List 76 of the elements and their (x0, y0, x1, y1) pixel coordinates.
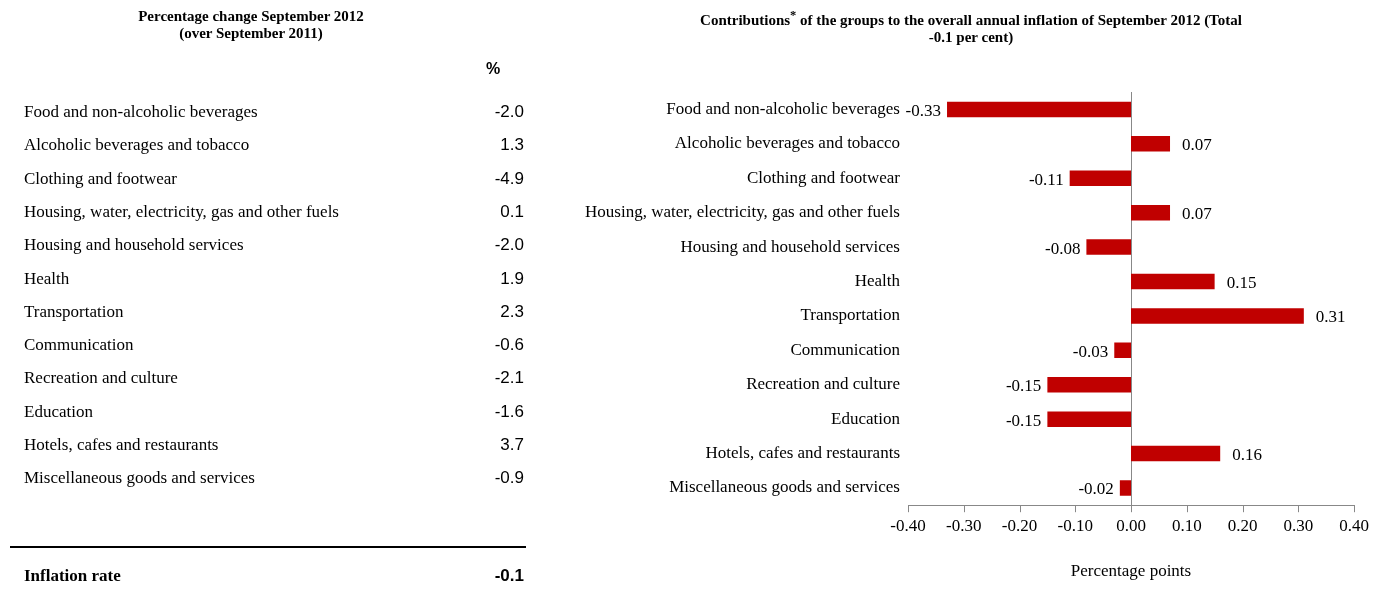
text: -2.1 (494, 368, 524, 388)
bar (1047, 411, 1131, 427)
bar (1131, 445, 1221, 462)
y-tick-label: Alcoholic beverages and tobacco (674, 133, 900, 153)
text: -0.9 (494, 468, 524, 488)
bar (1114, 342, 1131, 359)
text: (over September 2011) (178, 25, 324, 42)
x-axis-title: Percentage points (1070, 561, 1192, 581)
y-tick-label: Housing, water, electricity, gas and other fuels (585, 202, 900, 222)
chart-title: Contributions$^{*}$ of the groups to the overall annual inflation of September 2012 (Total -0.1 per cent) (699, 8, 1243, 46)
text: -2.0 (494, 102, 524, 121)
y-tick-label: Clothing and footwear (747, 167, 901, 187)
data-label: -0.02 (1078, 479, 1114, 499)
text: -0.1 (494, 566, 524, 586)
y-tick-label: Recreation and culture (746, 374, 900, 394)
text: 1.3 (500, 135, 524, 155)
category-label: Alcoholic beverages and tobacco (24, 135, 250, 156)
y-tick-label: Housing and household services (680, 236, 900, 256)
y-tick-label: Food and non-alcoholic beverages (666, 98, 900, 118)
category-label: Housing, water, electricity, gas and other fuels (24, 201, 339, 222)
bar (947, 101, 1131, 118)
y-tick-label: Hotels, cafes and restaurants (705, 443, 900, 463)
data-label: -0.03 (1072, 341, 1109, 361)
category-label: Hotels, cafes and restaurants (24, 435, 219, 455)
bar (1069, 170, 1131, 186)
data-label: 0.07 (1182, 204, 1213, 224)
bar (1131, 308, 1304, 324)
text: 1.9 (500, 268, 524, 288)
x-tick-label: 0.40 (1339, 515, 1369, 535)
text: 3.7 (500, 435, 524, 454)
y-tick-label: Education (831, 408, 901, 428)
x-tick-label: -0.30 (946, 515, 982, 535)
category-label: Communication (24, 335, 134, 356)
category-label: Health (24, 268, 70, 289)
y-tick-label: Health (854, 270, 901, 290)
x-tick-label: -0.40 (890, 515, 926, 535)
category-label: Transportation (24, 301, 124, 322)
bar (1131, 136, 1171, 152)
text: Inflation rate (24, 566, 121, 586)
text: Percentage change September 2012 (137, 8, 365, 25)
text: -2.0 (494, 235, 524, 255)
bar (1119, 480, 1131, 496)
category-label: Miscellaneous goods and services (24, 468, 255, 489)
data-label: -0.08 (1044, 238, 1081, 258)
data-label: 0.16 (1232, 445, 1262, 465)
category-label: Food and non-alcoholic beverages (24, 102, 258, 122)
text: -4.9 (494, 168, 524, 188)
text: % (486, 60, 501, 78)
data-label: 0.31 (1315, 307, 1346, 327)
x-tick-label: 0.00 (1116, 515, 1146, 535)
text: 2.3 (500, 301, 524, 321)
category-label: Housing and household services (24, 235, 244, 256)
x-tick-label: -0.20 (1001, 515, 1038, 535)
data-label: 0.15 (1226, 272, 1257, 292)
text: -1.6 (494, 401, 524, 421)
category-label: Recreation and culture (24, 368, 178, 389)
data-label: 0.07 (1182, 135, 1213, 155)
data-label: -0.33 (905, 100, 942, 120)
bar (1131, 204, 1171, 221)
data-label: -0.15 (1005, 376, 1042, 396)
category-label: Clothing and footwear (24, 168, 177, 189)
x-tick-label: 0.30 (1283, 515, 1314, 535)
bar (1131, 273, 1215, 290)
data-label: -0.15 (1005, 410, 1042, 430)
data-label: -0.11 (1028, 169, 1064, 189)
text: 0.1 (500, 201, 524, 221)
bar (1047, 377, 1131, 393)
bar (1086, 239, 1131, 255)
y-tick-label: Transportation (800, 305, 901, 325)
x-tick-label: 0.20 (1227, 515, 1258, 535)
text: -0.6 (494, 335, 524, 355)
category-label: Education (24, 401, 93, 422)
y-tick-label: Communication (790, 339, 901, 359)
y-tick-label: Miscellaneous goods and services (669, 477, 900, 497)
x-tick-label: -0.10 (1057, 515, 1093, 535)
x-tick-label: 0.10 (1171, 515, 1202, 535)
